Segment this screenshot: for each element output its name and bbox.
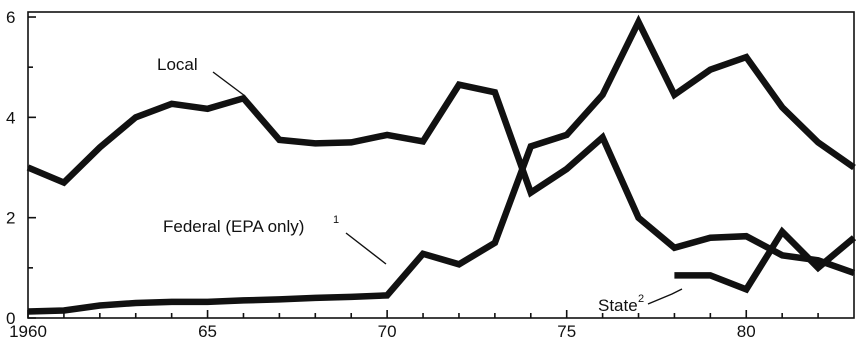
data-point-local	[313, 141, 317, 145]
data-point-federal	[852, 166, 856, 170]
data-point-federal	[601, 93, 605, 97]
data-point-state	[852, 236, 856, 240]
data-point-local	[672, 246, 676, 250]
x-tick-label: 70	[378, 322, 397, 338]
data-point-federal	[637, 20, 641, 24]
data-point-local	[421, 139, 425, 143]
data-point-federal	[780, 105, 784, 109]
series-label-state: State	[598, 296, 638, 315]
series-annotations: Local Federal (EPA only) 1 State 2	[157, 55, 683, 315]
data-point-federal	[816, 140, 820, 144]
series-label-state-superscript: 2	[638, 293, 644, 305]
y-tick-label: 4	[6, 108, 15, 127]
data-point-federal	[529, 144, 533, 148]
data-point-federal	[313, 296, 317, 300]
state-label-leader	[647, 288, 683, 305]
data-point-local	[62, 181, 66, 185]
data-point-federal	[565, 133, 569, 137]
data-point-federal	[349, 295, 353, 299]
data-point-local	[98, 145, 102, 149]
data-point-federal	[744, 55, 748, 59]
data-point-federal	[170, 300, 174, 304]
data-point-local	[529, 191, 533, 195]
data-point-local	[565, 167, 569, 171]
data-point-local	[637, 216, 641, 220]
data-point-local	[170, 102, 174, 106]
data-point-state	[816, 266, 820, 270]
axis-tick-labels: 1960 65 70 75 80 0 2 4 6	[6, 8, 756, 338]
data-point-local	[780, 253, 784, 257]
x-tick-label: 1960	[9, 322, 47, 338]
data-point-federal	[277, 297, 281, 301]
data-point-federal	[493, 241, 497, 245]
series-label-federal-superscript: 1	[333, 214, 339, 226]
data-point-state	[780, 230, 784, 234]
data-point-state	[744, 287, 748, 291]
local-label-leader	[212, 71, 246, 97]
data-point-state	[672, 273, 676, 277]
data-point-federal	[672, 93, 676, 97]
x-tick-label: 65	[198, 322, 217, 338]
data-point-local	[457, 83, 461, 87]
x-tick-label: 75	[557, 322, 576, 338]
data-point-local	[744, 234, 748, 238]
data-point-federal	[26, 310, 30, 314]
data-point-federal	[708, 68, 712, 72]
data-point-local	[385, 133, 389, 137]
data-point-federal	[206, 300, 210, 304]
data-point-federal	[62, 309, 66, 313]
data-point-federal	[98, 304, 102, 308]
data-point-state	[708, 273, 712, 277]
series-line-state	[674, 226, 857, 294]
data-point-federal	[242, 298, 246, 302]
series-label-federal: Federal (EPA only)	[163, 217, 304, 236]
series-label-local: Local	[157, 55, 198, 74]
data-point-federal	[134, 301, 138, 305]
federal-label-leader	[345, 232, 387, 265]
data-point-local	[277, 138, 281, 142]
y-tick-label: 2	[6, 209, 15, 228]
data-point-local	[601, 135, 605, 139]
data-point-federal	[457, 262, 461, 266]
data-point-local	[349, 140, 353, 144]
data-point-local	[206, 107, 210, 111]
y-tick-label: 6	[6, 8, 15, 27]
series-line-federal	[27, 14, 856, 315]
data-point-local	[708, 236, 712, 240]
y-tick-label: 0	[6, 309, 15, 328]
data-point-federal	[385, 293, 389, 297]
data-point-local	[242, 96, 246, 100]
series-line-local	[26, 81, 856, 276]
data-point-local	[493, 90, 497, 94]
plot-frame	[27, 11, 855, 319]
data-point-local	[134, 115, 138, 119]
data-point-local	[816, 258, 820, 262]
data-point-local	[26, 166, 30, 170]
data-point-federal	[421, 252, 425, 256]
series-lines	[26, 14, 857, 315]
x-tick-label: 80	[737, 322, 756, 338]
data-point-local	[852, 271, 856, 275]
